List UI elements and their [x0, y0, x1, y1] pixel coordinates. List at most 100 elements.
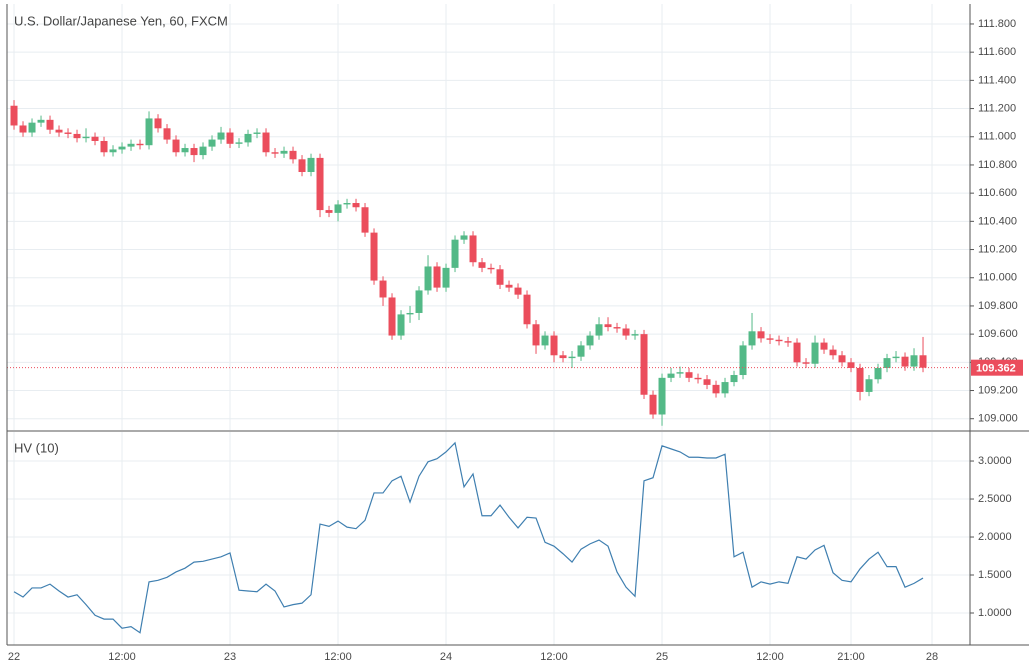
- candle-body: [784, 341, 792, 343]
- candle-body: [172, 139, 180, 153]
- candle-body: [685, 372, 693, 378]
- chart-title: U.S. Dollar/Japanese Yen, 60, FXCM: [14, 13, 228, 28]
- y-tick-label: 110.200: [978, 243, 1017, 255]
- candle-body: [469, 235, 477, 263]
- candle-body: [379, 280, 387, 298]
- candle-body: [829, 349, 837, 356]
- candle-body: [919, 355, 927, 368]
- candle-body: [478, 262, 486, 268]
- candle-body: [253, 132, 261, 134]
- candle-body: [136, 143, 144, 146]
- candle-body: [730, 375, 738, 383]
- x-tick-label: 12:00: [108, 651, 136, 663]
- candle-body: [37, 119, 45, 123]
- candle-body: [127, 143, 135, 147]
- candle-body: [217, 132, 225, 140]
- candle-body: [775, 339, 783, 342]
- candle-body: [55, 129, 63, 133]
- candle-body: [28, 122, 36, 133]
- candle-body: [280, 150, 288, 154]
- indicator-title: HV (10): [14, 440, 59, 455]
- y-tick-label: 109.800: [978, 300, 1018, 312]
- candle-body: [91, 136, 99, 141]
- y-tick-label: 109.600: [978, 328, 1018, 340]
- candle-body: [613, 327, 621, 329]
- candle-body: [739, 345, 747, 376]
- y-tick-label: 110.400: [978, 215, 1017, 227]
- candle-body: [640, 334, 648, 395]
- candle-body: [388, 297, 396, 336]
- candle-body: [316, 157, 324, 211]
- candle-body: [415, 290, 423, 313]
- candle-body: [694, 377, 702, 380]
- candle-body: [838, 355, 846, 363]
- candle-body: [748, 331, 756, 346]
- candle-body: [244, 133, 252, 143]
- x-tick-label: 22: [8, 651, 20, 663]
- candle-body: [73, 133, 81, 139]
- hv-line: [13, 441, 924, 634]
- candle-body: [334, 204, 342, 213]
- candle-body: [451, 239, 459, 268]
- y-tick-label: 2.0000: [978, 531, 1012, 543]
- x-tick-label: 12:00: [540, 651, 568, 663]
- y-tick-label: 110.000: [978, 272, 1017, 284]
- candle-body: [19, 125, 27, 133]
- candle-body: [163, 128, 171, 140]
- candle-body: [541, 335, 549, 346]
- candle-body: [910, 355, 918, 367]
- candle-body: [271, 152, 279, 154]
- candle-body: [343, 203, 351, 205]
- candle-body: [235, 142, 243, 144]
- candle-body: [586, 335, 594, 346]
- candle-body: [703, 379, 711, 385]
- candle-body: [46, 119, 54, 130]
- candle-body: [532, 324, 540, 346]
- y-tick-label: 111.800: [978, 18, 1016, 30]
- candle-body: [856, 367, 864, 392]
- candle-body: [721, 382, 729, 394]
- candle-body: [667, 373, 675, 378]
- candle-body: [757, 331, 765, 339]
- candle-body: [820, 342, 828, 350]
- candle-body: [109, 149, 117, 153]
- candle-body: [298, 159, 306, 172]
- candle-body: [460, 235, 468, 240]
- candle-body: [154, 118, 162, 129]
- candle-body: [811, 342, 819, 364]
- candle-body: [100, 140, 108, 153]
- candle-body: [64, 132, 72, 134]
- candle-body: [406, 312, 414, 315]
- candle-body: [496, 269, 504, 285]
- candle-body: [262, 132, 270, 153]
- candle-body: [289, 150, 297, 160]
- y-tick-label: 1.0000: [978, 607, 1012, 619]
- x-tick-label: 25: [656, 651, 668, 663]
- candle-body: [622, 328, 630, 336]
- candle-body: [595, 324, 603, 336]
- candle-body: [442, 267, 450, 288]
- x-tick-label: 12:00: [756, 651, 784, 663]
- x-tick-label: 12:00: [324, 651, 352, 663]
- marks-layer: [7, 100, 970, 634]
- candle-body: [361, 207, 369, 233]
- candle-body: [325, 210, 333, 213]
- candle-body: [505, 284, 513, 288]
- x-tick-label: 23: [224, 651, 236, 663]
- candle-body: [181, 148, 189, 153]
- candle-body: [550, 335, 558, 356]
- candle-body: [712, 384, 720, 394]
- last-price-box: [971, 359, 1023, 376]
- x-tick-label: 24: [440, 651, 452, 663]
- candle-body: [847, 362, 855, 368]
- y-tick-label: 109.200: [978, 384, 1018, 396]
- candle-body: [802, 362, 810, 364]
- candle-body: [649, 394, 657, 415]
- candle-body: [433, 266, 441, 288]
- candle-body: [766, 338, 774, 340]
- last-price-label: 109.362: [976, 363, 1016, 375]
- candle-body: [883, 358, 891, 368]
- y-tick-label: 1.5000: [978, 569, 1012, 581]
- candle-body: [577, 345, 585, 357]
